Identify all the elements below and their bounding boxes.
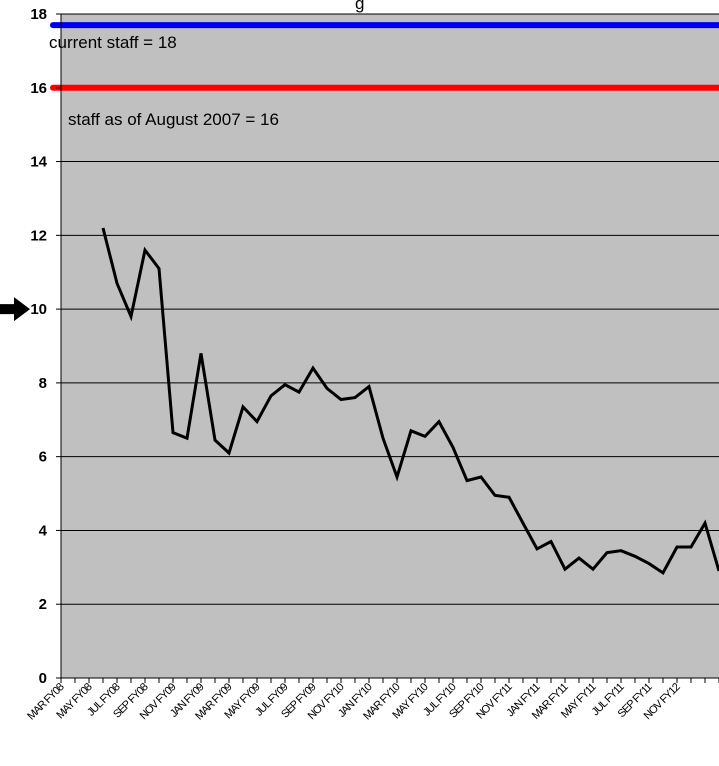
- annotations: g current staff = 18 staff as of August 20…: [49, 0, 364, 129]
- current-staff-label: current staff = 18: [49, 33, 177, 52]
- reference-lines: [50, 22, 719, 91]
- plot-background: [61, 14, 719, 678]
- y-tick-label: 0: [39, 670, 47, 687]
- arrow-icon: [0, 297, 30, 322]
- y-tick-label: 6: [39, 449, 47, 466]
- y-tick-labels: 0 2 4 6 8 10 12 14 16 18: [30, 6, 47, 687]
- staff-series-line: [101, 227, 719, 576]
- y-tick-label: 8: [39, 375, 47, 392]
- chart-title-fragment: g: [355, 0, 364, 13]
- y-tick-label: 10: [30, 301, 47, 318]
- y-tick-label: 18: [30, 6, 47, 23]
- axes: [56, 13, 719, 683]
- plot-area: [61, 14, 719, 678]
- arrow-marker: [0, 297, 30, 322]
- august-2007-staff-label: staff as of August 2007 = 16: [68, 110, 279, 129]
- y-tick-label: 14: [30, 154, 47, 171]
- y-tick-label: 16: [30, 80, 47, 97]
- y-tick-label: 12: [30, 227, 47, 244]
- y-tick-label: 2: [39, 596, 47, 613]
- series-lines: [101, 227, 719, 576]
- y-tick-label: 4: [39, 522, 48, 539]
